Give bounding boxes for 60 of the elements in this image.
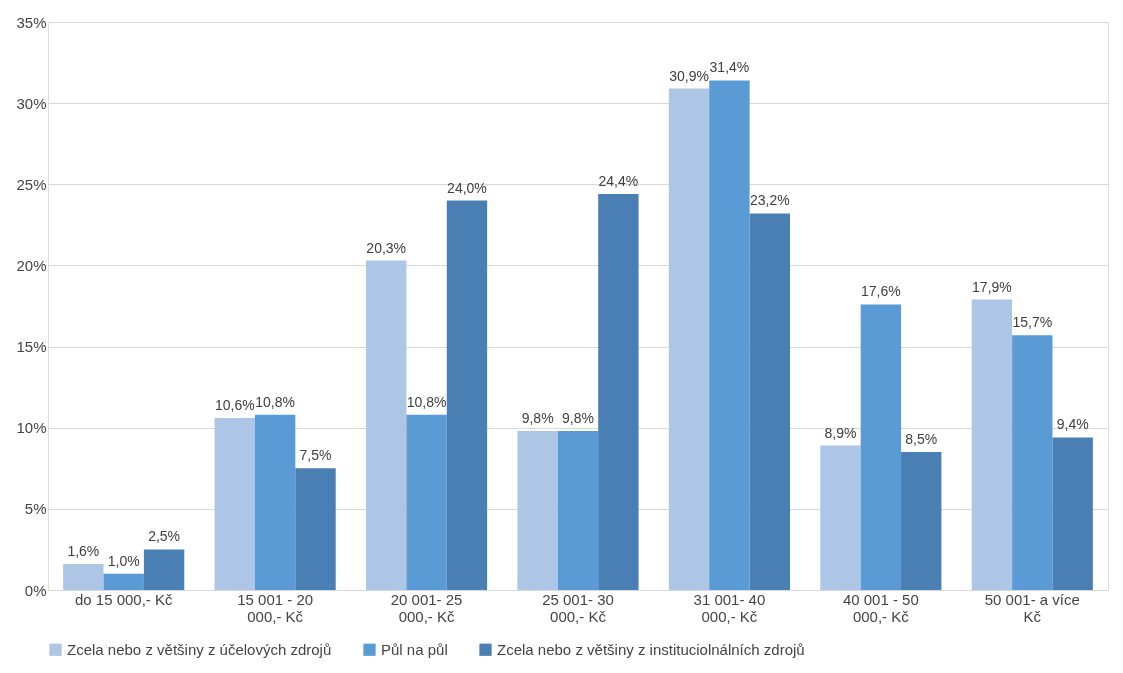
data-label: 15,7% bbox=[1012, 314, 1053, 331]
legend-label: Zcela nebo z většiny z instituciolnálních zdrojů bbox=[497, 640, 805, 658]
bar bbox=[366, 260, 407, 590]
x-tick-label: do 15 000,- Kč bbox=[74, 590, 173, 608]
bar bbox=[1012, 335, 1053, 590]
bar bbox=[63, 564, 104, 590]
bar bbox=[406, 414, 447, 590]
y-tick-label: 25% bbox=[16, 175, 47, 193]
bar bbox=[143, 549, 185, 590]
y-tick-label: 0% bbox=[24, 581, 47, 599]
x-tick-label: 50 001- a více Kč bbox=[984, 590, 1080, 625]
data-label: 20,3% bbox=[366, 239, 407, 256]
data-label: 8,5% bbox=[905, 431, 938, 448]
bar bbox=[1052, 437, 1093, 590]
x-tick-label: 25 001- 30 000,- Kč bbox=[542, 590, 614, 625]
bar bbox=[517, 430, 558, 590]
data-label: 9,4% bbox=[1056, 416, 1089, 433]
data-label: 8,9% bbox=[824, 424, 857, 441]
bar bbox=[557, 430, 599, 590]
x-tick-label: 15 001 - 20 000,- Kč bbox=[237, 590, 314, 625]
bar bbox=[668, 88, 710, 590]
data-label: 10,6% bbox=[214, 396, 255, 413]
data-label: 9,8% bbox=[562, 409, 594, 426]
y-tick-label: 10% bbox=[16, 419, 47, 437]
data-label: 7,5% bbox=[299, 447, 332, 464]
y-tick-label: 5% bbox=[24, 500, 47, 518]
bar bbox=[901, 452, 942, 590]
data-label: 1,6% bbox=[67, 543, 100, 560]
data-label: 10,8% bbox=[255, 393, 295, 410]
data-label: 2,5% bbox=[148, 528, 181, 545]
data-label: 17,6% bbox=[861, 283, 901, 300]
data-label: 1,0% bbox=[107, 552, 140, 569]
y-tick-label: 15% bbox=[16, 338, 47, 356]
y-tick-label: 35% bbox=[16, 13, 47, 31]
legend-label: Půl na půl bbox=[381, 640, 448, 658]
bar bbox=[709, 80, 750, 590]
x-tick-label: 31 001- 40 000,- Kč bbox=[693, 590, 766, 625]
y-tick-label: 20% bbox=[16, 256, 47, 274]
data-label: 24,4% bbox=[598, 173, 639, 190]
y-tick-label: 30% bbox=[16, 94, 47, 112]
bar bbox=[446, 200, 488, 590]
data-label: 23,2% bbox=[749, 192, 790, 209]
bar bbox=[860, 304, 902, 590]
bar bbox=[103, 573, 144, 590]
data-label: 17,9% bbox=[972, 278, 1012, 295]
x-tick-label: 40 001 - 50 000,- Kč bbox=[842, 590, 919, 625]
bar bbox=[971, 299, 1013, 590]
x-tick-label: 20 001- 25 000,- Kč bbox=[390, 590, 463, 625]
bar bbox=[214, 417, 255, 590]
data-label: 24,0% bbox=[447, 179, 487, 196]
bar bbox=[598, 194, 639, 590]
data-label: 10,8% bbox=[406, 393, 447, 410]
legend-label: Zcela nebo z většiny z účelových zdrojů bbox=[67, 640, 332, 658]
data-label: 31,4% bbox=[709, 59, 750, 76]
bar bbox=[295, 468, 336, 590]
bar bbox=[749, 213, 790, 590]
data-label: 30,9% bbox=[669, 67, 709, 84]
bar bbox=[820, 445, 861, 590]
bar bbox=[254, 414, 296, 590]
data-label: 9,8% bbox=[521, 409, 554, 426]
